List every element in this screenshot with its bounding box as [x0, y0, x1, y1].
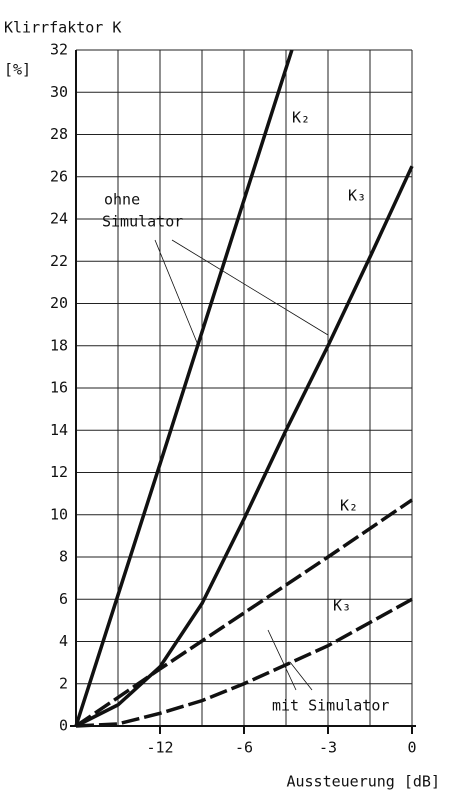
x-axis-label: Aussteuerung [dB]: [286, 773, 440, 791]
y-tick-label: 24: [50, 210, 68, 228]
y-tick-label: 10: [50, 505, 68, 523]
y-tick-label: 32: [50, 41, 68, 59]
y-tick-label: 6: [59, 590, 68, 608]
y-tick-label: 28: [50, 125, 68, 143]
series-label: K₃: [348, 187, 366, 205]
x-tick-label: -3: [319, 739, 337, 757]
annotation: ohne: [104, 191, 140, 209]
y-tick-label: 20: [50, 294, 68, 312]
y-axis-label: [%]: [4, 61, 31, 79]
y-tick-label: 18: [50, 336, 68, 354]
data-line: [75, 498, 413, 728]
data-line: [75, 597, 413, 728]
data-line: [74, 49, 294, 727]
annotation: Simulator: [102, 213, 183, 231]
chart-title: Klirrfaktor K: [4, 19, 121, 37]
y-tick-label: 26: [50, 167, 68, 185]
series-label: K₂: [292, 109, 310, 127]
y-tick-label: 30: [50, 83, 68, 101]
x-tick-label: -6: [235, 739, 253, 757]
y-tick-label: 14: [50, 421, 68, 439]
data-line: [75, 165, 414, 728]
y-tick-label: 12: [50, 463, 68, 481]
y-tick-label: 2: [59, 674, 68, 692]
y-tick-label: 0: [59, 717, 68, 735]
x-tick-label: 0: [407, 739, 416, 757]
y-tick-label: 8: [59, 548, 68, 566]
y-tick-label: 22: [50, 252, 68, 270]
y-tick-label: 16: [50, 379, 68, 397]
annotation-leaders: [154, 239, 329, 691]
series-label: K₂: [340, 497, 358, 515]
y-tick-label: 4: [59, 632, 68, 650]
x-tick-label: -12: [146, 739, 173, 757]
series-label: K₃: [333, 597, 351, 615]
annotation: mit Simulator: [272, 697, 389, 715]
